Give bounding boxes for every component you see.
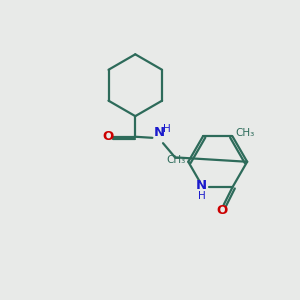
Text: N: N bbox=[154, 125, 165, 139]
Text: CH₃: CH₃ bbox=[235, 128, 254, 138]
Text: O: O bbox=[217, 204, 228, 217]
Text: CH₃: CH₃ bbox=[166, 155, 185, 165]
Text: H: H bbox=[163, 124, 171, 134]
Text: N: N bbox=[196, 179, 207, 192]
Text: O: O bbox=[102, 130, 113, 143]
Text: H: H bbox=[198, 190, 206, 200]
